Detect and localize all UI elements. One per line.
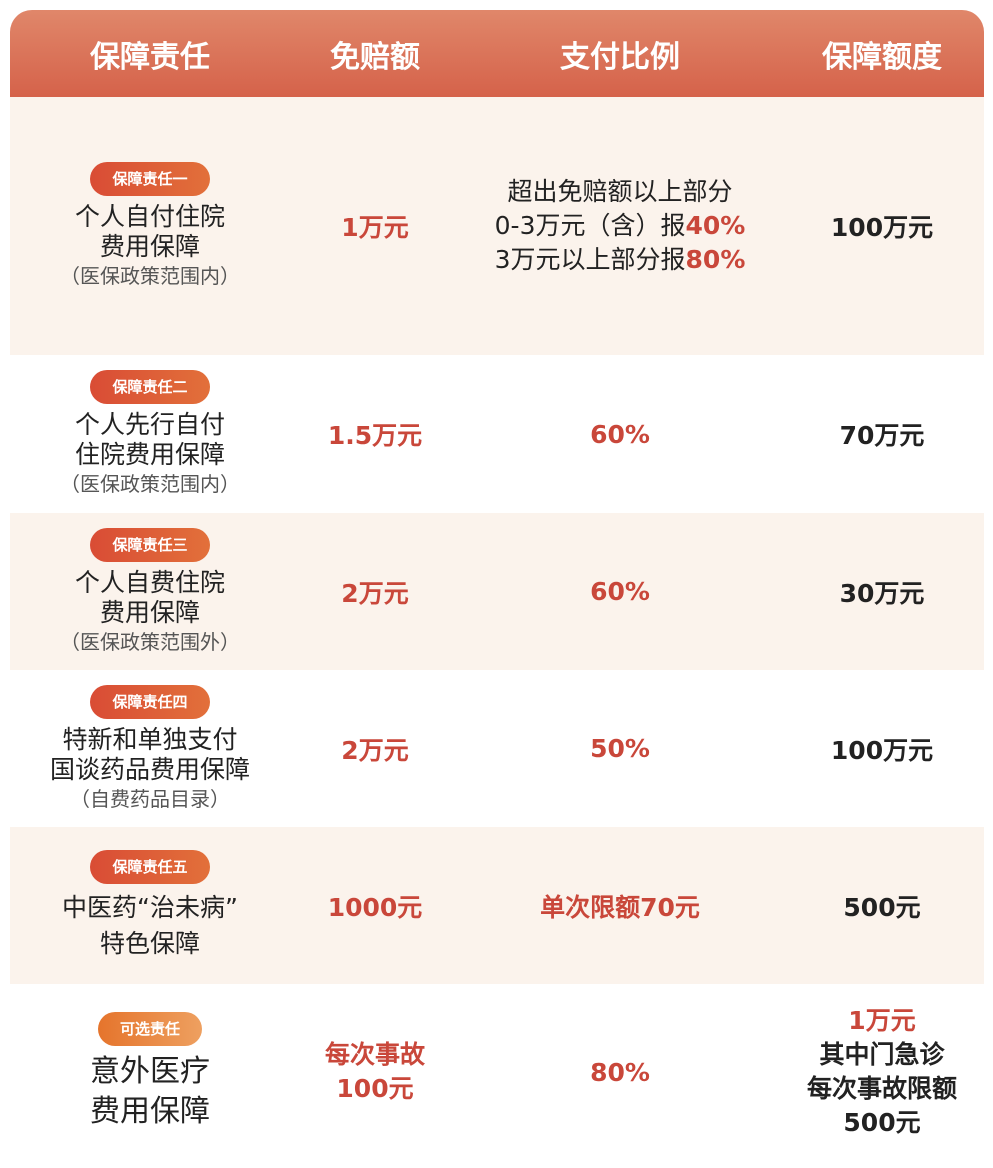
table-row: 保障责任五 中医药“治未病” 特色保障 1000元 单次限额70元 500元 — [10, 827, 984, 984]
limit-line: 每次事故限额 — [806, 1074, 957, 1103]
limit-amount: 1万元 — [848, 1006, 916, 1035]
optional-badge: 可选责任 — [97, 1012, 202, 1046]
coverage-note: （医保政策范围内） — [60, 472, 240, 496]
deductible: 每次事故 100元 — [290, 1038, 460, 1106]
coverage-name: 住院费用保障 — [74, 440, 225, 469]
payment-ratio: 50% — [590, 734, 650, 763]
payment-ratio: 超出免赔额以上部分 0-3万元（含）报40% 3万元以上部分报80% — [460, 175, 780, 277]
deductible: 2万元 — [341, 735, 409, 765]
deductible: 1万元 — [341, 213, 409, 242]
deductible: 2万元 — [341, 578, 409, 608]
coverage-badge: 保障责任三 — [90, 527, 210, 562]
table-row: 保障责任一 个人自付住院 费用保障 （医保政策范围内） 1万元 超出免赔额以上部… — [10, 97, 984, 355]
table-row: 保障责任四 特新和单独支付 国谈药品费用保障 （自费药品目录） 2万元 50% … — [10, 670, 984, 827]
coverage-limit: 70万元 — [839, 421, 925, 450]
ratio-highlight: 80% — [685, 245, 746, 274]
header-deductible: 免赔额 — [330, 39, 420, 75]
coverage-name: 意外医疗 — [90, 1054, 210, 1089]
header-ratio: 支付比例 — [560, 39, 680, 75]
payment-ratio: 单次限额70元 — [540, 892, 700, 922]
coverage-name: 个人自付住院 — [74, 202, 225, 231]
coverage-name: 费用保障 — [99, 232, 200, 261]
ratio-text: 超出免赔额以上部分 — [507, 177, 733, 206]
coverage-name: 个人自费住院 — [74, 567, 225, 597]
coverage-name: 国谈药品费用保障 — [49, 754, 250, 784]
deductible: 1000元 — [327, 892, 423, 922]
table-header: 保障责任 免赔额 支付比例 保障额度 — [10, 10, 984, 97]
payment-ratio: 80% — [590, 1057, 650, 1087]
ratio-highlight: 40% — [685, 211, 746, 240]
coverage-name: 中医药“治未病” — [62, 892, 238, 922]
table-row: 保障责任二 个人先行自付 住院费用保障 （医保政策范围内） 1.5万元 60% … — [10, 355, 984, 513]
deductible-line: 100元 — [336, 1074, 414, 1103]
coverage-limit: 100万元 — [830, 213, 934, 242]
coverage-badge: 保障责任四 — [90, 684, 210, 719]
limit-line: 500元 — [843, 1108, 921, 1137]
coverage-badge: 保障责任五 — [90, 849, 210, 884]
coverage-note: （自费药品目录） — [70, 786, 230, 811]
coverage-limit: 100万元 — [830, 735, 934, 765]
limit-line: 其中门急诊 — [819, 1040, 945, 1069]
coverage-name: 费用保障 — [99, 597, 200, 627]
payment-ratio: 60% — [590, 577, 650, 606]
header-coverage: 保障责任 — [90, 39, 210, 75]
ratio-text: 3万元以上部分报 — [494, 245, 686, 274]
coverage-name: 特色保障 — [99, 928, 200, 958]
coverage-table: 保障责任 免赔额 支付比例 保障额度 保障责任一 个人自付住院 费用保障 （医保… — [10, 10, 984, 1160]
table-row: 可选责任 意外医疗 费用保障 每次事故 100元 80% 1万元 其中门急诊 每… — [10, 984, 984, 1160]
coverage-badge: 保障责任一 — [90, 162, 210, 196]
deductible: 1.5万元 — [327, 421, 423, 450]
coverage-note: （医保政策范围内） — [60, 264, 240, 288]
header-limit: 保障额度 — [822, 39, 942, 75]
coverage-limit: 500元 — [843, 892, 921, 922]
coverage-name: 个人先行自付 — [74, 410, 225, 439]
coverage-name: 费用保障 — [90, 1094, 210, 1129]
coverage-badge: 保障责任二 — [90, 370, 210, 404]
table-row: 保障责任三 个人自费住院 费用保障 （医保政策范围外） 2万元 60% 30万元 — [10, 513, 984, 670]
coverage-limit: 1万元 其中门急诊 每次事故限额 500元 — [780, 1004, 984, 1140]
coverage-limit: 30万元 — [839, 578, 925, 608]
deductible-line: 每次事故 — [324, 1040, 425, 1069]
payment-ratio: 60% — [590, 419, 650, 449]
coverage-name: 特新和单独支付 — [62, 724, 238, 754]
coverage-note: （医保政策范围外） — [60, 629, 240, 654]
ratio-text: 0-3万元（含）报 — [494, 211, 686, 240]
